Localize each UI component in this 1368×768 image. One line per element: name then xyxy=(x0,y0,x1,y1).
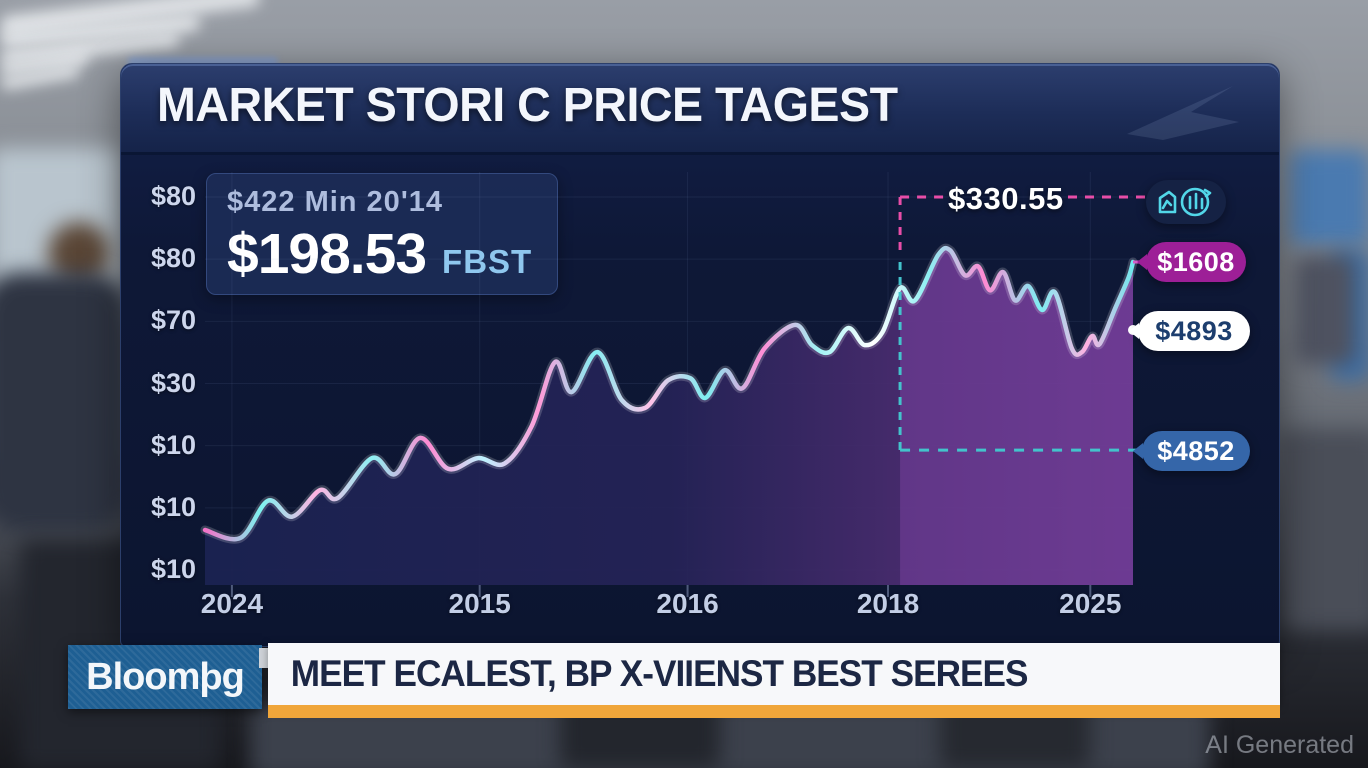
panel-edge-highlight xyxy=(128,57,278,68)
info-box-label: $422 Min 20'14 xyxy=(227,186,443,218)
price-badge-4893: $4893 xyxy=(1129,311,1250,351)
x-axis-label: 2024 xyxy=(200,588,264,619)
x-axis-label: 2018 xyxy=(856,588,920,619)
chart-badge-icon xyxy=(1158,187,1212,217)
y-axis-label: $80 xyxy=(150,181,196,211)
blue-monitor xyxy=(1290,150,1368,245)
y-axis-label: $80 xyxy=(150,243,196,274)
bloomberg-logo: Bloomþg xyxy=(86,655,245,698)
info-box-value: $198.53 xyxy=(227,222,427,286)
page-title: MARKET STORI C PRICE TAGEST xyxy=(157,79,898,132)
headline-text: MEET ECALEST, BP X-VIIENST BEST SEREES xyxy=(290,653,1029,694)
y-axis-label: $10 xyxy=(150,491,196,522)
y-axis-label: $30 xyxy=(150,367,196,398)
high-price-callout: $330.55 xyxy=(948,181,1064,216)
x-axis-label: 2025 xyxy=(1059,588,1122,619)
ai-generated-watermark: AI Generated xyxy=(1205,731,1354,759)
info-box-suffix: FBST xyxy=(442,243,533,280)
headline-bar: MEET ECALEST, BP X-VIIENST BEST SEREES xyxy=(268,643,1280,705)
price-badge-1608: $1608 xyxy=(1137,242,1246,282)
network-arrow-logo xyxy=(1127,86,1239,140)
price-info-box: $422 Min 20'14 $198.53 FBST xyxy=(206,173,558,295)
price-badge-4852: $4852 xyxy=(1133,431,1250,471)
office-floor xyxy=(1280,430,1368,630)
y-axis-label: $10 xyxy=(150,554,196,585)
bloomberg-logo-box: Bloomþg xyxy=(68,645,262,709)
title-bar: MARKET STORI C PRICE TAGEST xyxy=(121,64,1279,155)
ticker-accent-bar xyxy=(268,705,1280,718)
y-axis-label: $70 xyxy=(150,305,196,336)
x-axis-label: 2015 xyxy=(448,588,511,619)
price-chart xyxy=(200,172,1162,597)
x-axis-label: 2016 xyxy=(656,588,719,619)
y-axis-label: $10 xyxy=(150,429,196,460)
person-silhouette xyxy=(0,272,130,532)
chart-badge-pill xyxy=(1146,180,1226,224)
person-silhouette xyxy=(1295,255,1355,365)
